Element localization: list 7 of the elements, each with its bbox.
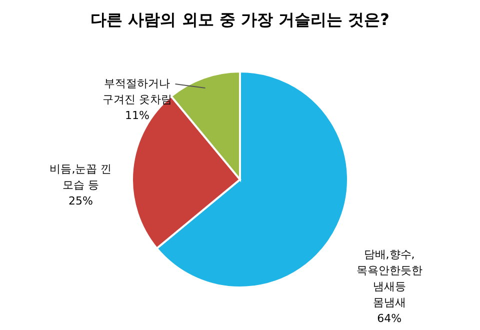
slice-label: 부적절하거나 구겨진 옷차림: [102, 76, 172, 106]
data-label: 25%: [68, 194, 93, 208]
slice-label: 비듬,눈꼽 낀 모습 등: [50, 162, 112, 192]
chart-title: 다른 사람의 외모 중 가장 거슬리는 것은?: [90, 10, 390, 29]
data-label: 11%: [125, 108, 150, 122]
slice-label: 담배,향수, 목욕안한듯한 냄새등 몸냄새: [356, 248, 422, 309]
data-label: 64%: [377, 312, 402, 325]
